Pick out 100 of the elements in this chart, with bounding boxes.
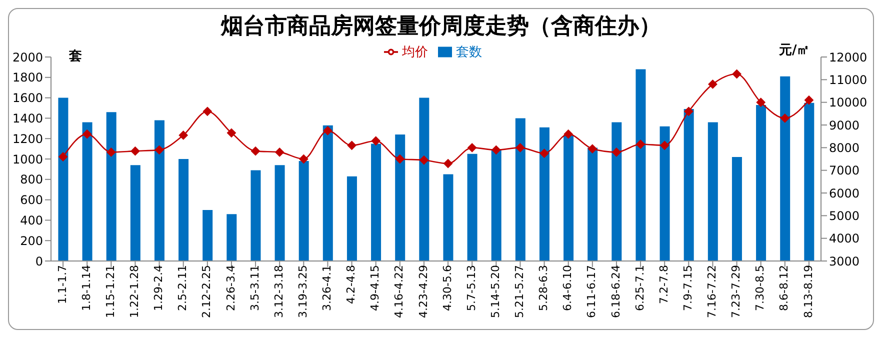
x-tick-label: 7.16-7.22 (706, 265, 719, 318)
point (395, 154, 404, 164)
point (226, 128, 236, 138)
x-tick-label: 5.7-5.13 (464, 265, 478, 311)
x-tick-label: 1.8-1.14 (80, 265, 93, 311)
point (564, 130, 573, 139)
bar (539, 127, 550, 261)
point (804, 96, 814, 105)
y-tick-label: 200 (20, 234, 43, 248)
bar (226, 214, 237, 261)
bar (346, 176, 357, 261)
point (178, 130, 188, 140)
point (588, 144, 597, 154)
bar (371, 144, 382, 261)
bar (804, 102, 814, 261)
y-tick-label: 0 (35, 254, 43, 268)
point (299, 154, 308, 164)
bar (395, 134, 406, 261)
point (444, 159, 453, 168)
point (58, 152, 68, 162)
bar (780, 76, 790, 261)
y-tick-label: 1800 (12, 70, 43, 85)
x-tick-label: 3.12-3.18 (272, 265, 286, 318)
x-tick-label: 5.14-5.20 (488, 265, 502, 318)
point (419, 156, 428, 165)
x-tick-label: 5.21-5.27 (513, 265, 526, 318)
x-tick-label: 5.28-6.3 (537, 265, 550, 311)
point (756, 98, 766, 107)
x-tick-label: 7.2-7.8 (657, 265, 670, 304)
point (106, 148, 116, 157)
bar (322, 125, 333, 261)
y2-tick-label: 11000 (829, 72, 868, 87)
point (516, 143, 525, 152)
bar (130, 165, 140, 261)
y2-tick-label: 7000 (829, 164, 860, 178)
bar (564, 136, 574, 261)
x-tick-label: 6.25-7.1 (633, 265, 646, 311)
x-tick-label: 4.16-4.22 (392, 265, 406, 318)
x-tick-label: 8.13-8.19 (802, 265, 815, 318)
point (154, 145, 164, 154)
x-tick-label: 1.22-1.28 (128, 265, 142, 318)
x-tick-label: 7.9-7.15 (681, 265, 694, 311)
x-tick-label: 2.5-2.11 (176, 265, 190, 311)
y-tick-label: 1400 (12, 111, 43, 126)
bar (467, 154, 478, 261)
legend-label: 套数 (456, 45, 482, 60)
point (540, 148, 549, 158)
point (708, 80, 718, 89)
bar (660, 126, 670, 261)
bar (756, 104, 766, 261)
x-tick-label: 3.5-3.11 (248, 265, 262, 311)
x-tick-label: 7.30-8.5 (754, 265, 767, 311)
point (347, 140, 356, 150)
y-tick-label: 2000 (12, 50, 43, 64)
x-tick-label: 6.18-6.24 (609, 265, 622, 318)
bar (684, 109, 694, 261)
bar (491, 150, 502, 261)
y-tick-label: 1600 (12, 91, 43, 106)
bar (419, 98, 430, 261)
point (660, 140, 670, 150)
x-tick-label: 4.9-4.15 (368, 265, 382, 311)
y-tick-label: 800 (20, 172, 43, 187)
bar (588, 148, 598, 261)
x-tick-label: 8.6-8.12 (778, 265, 791, 311)
x-tick-label: 7.23-7.29 (730, 265, 743, 318)
bar (708, 122, 718, 261)
y2-tick-label: 4000 (829, 232, 860, 246)
bar (612, 122, 622, 261)
point (732, 70, 742, 78)
point (82, 130, 92, 139)
x-tick-label: 4.30-5.6 (440, 265, 454, 311)
y-axis-title: 套 (69, 48, 82, 65)
x-tick-label: 3.19-3.25 (296, 265, 310, 318)
legend-label: 均价 (402, 45, 428, 60)
y2-tick-label: 10000 (829, 96, 868, 110)
point (251, 146, 260, 156)
y2-tick-label: 9000 (829, 118, 860, 132)
bar (202, 210, 213, 261)
point (130, 146, 140, 156)
x-tick-label: 6.4-6.10 (561, 265, 574, 311)
bar (732, 156, 742, 261)
point (612, 148, 621, 157)
point (636, 140, 646, 149)
bar (274, 165, 285, 261)
y2-tick-label: 6000 (829, 186, 860, 200)
point (323, 126, 332, 136)
y-tick-label: 1200 (12, 132, 43, 146)
bar (250, 170, 261, 261)
y-tick-label: 1000 (12, 152, 43, 166)
y2-axis-title: 元/㎡ (779, 42, 810, 59)
x-tick-label: 1.1-1.7 (56, 265, 69, 304)
point (371, 136, 380, 146)
y-tick-label: 600 (20, 193, 43, 208)
x-tick-label: 3.26-4.1 (320, 265, 334, 311)
point (468, 143, 477, 152)
x-tick-label: 4.23-4.29 (416, 265, 430, 318)
bar (154, 120, 164, 261)
bar (515, 118, 526, 261)
point (492, 145, 501, 154)
point (275, 148, 284, 157)
